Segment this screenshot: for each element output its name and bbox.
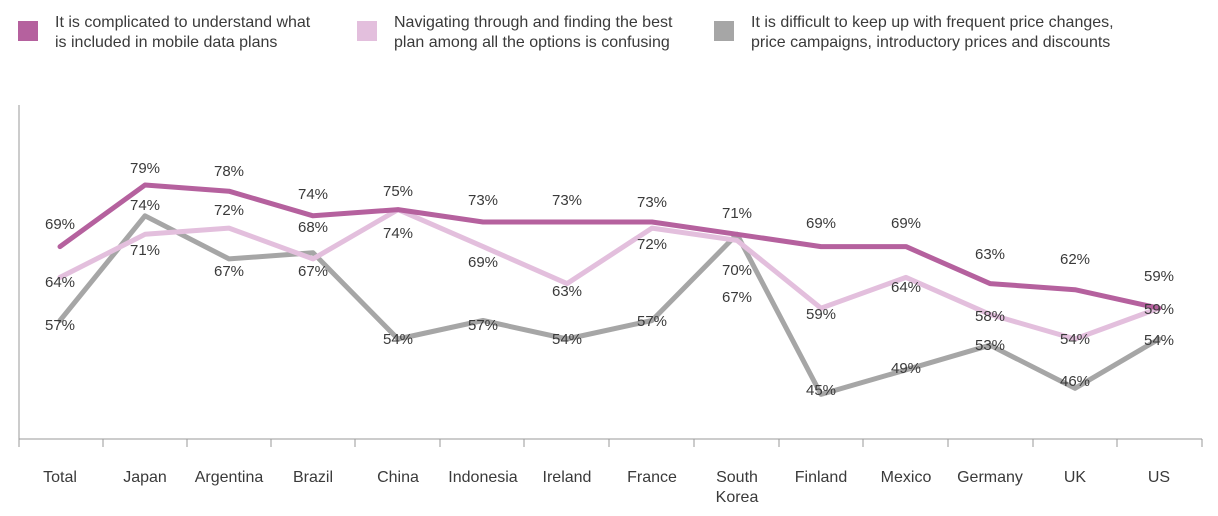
legend-label: It is difficult to keep up with frequent…: [751, 14, 1114, 31]
data-label: 54%: [552, 331, 582, 348]
legend-label: It is complicated to understand what: [55, 14, 311, 31]
x-tick-label: South: [716, 469, 758, 486]
x-tick-label: Germany: [957, 469, 1023, 486]
x-tick-label: Mexico: [881, 469, 932, 486]
legend-swatch: [714, 21, 734, 41]
legend-label: Navigating through and finding the best: [394, 14, 673, 31]
data-label: 71%: [722, 205, 752, 222]
data-label: 54%: [1060, 331, 1090, 348]
data-label: 74%: [298, 186, 328, 203]
legend-label: price campaigns, introductory prices and…: [751, 34, 1110, 51]
legend-label: is included in mobile data plans: [55, 34, 277, 51]
data-label: 57%: [468, 317, 498, 334]
data-label: 49%: [891, 360, 921, 377]
legend-swatch: [18, 21, 38, 41]
data-label: 45%: [806, 382, 836, 399]
data-label: 73%: [637, 194, 667, 211]
series-line: [57, 213, 1162, 397]
data-label: 68%: [298, 219, 328, 236]
data-label: 72%: [637, 236, 667, 253]
data-label: 58%: [975, 308, 1005, 325]
data-label: 63%: [552, 283, 582, 300]
x-tick-label: France: [627, 469, 677, 486]
data-label: 70%: [722, 262, 752, 279]
x-tick-label: Brazil: [293, 469, 333, 486]
data-label: 71%: [130, 242, 160, 259]
data-label: 59%: [806, 306, 836, 323]
x-tick-label: Ireland: [543, 469, 592, 486]
data-label: 67%: [722, 289, 752, 306]
data-label: 73%: [468, 192, 498, 209]
data-label: 64%: [45, 274, 75, 291]
data-label: 54%: [383, 331, 413, 348]
data-label: 74%: [383, 225, 413, 242]
data-label: 62%: [1060, 251, 1090, 268]
legend-swatch: [357, 21, 377, 41]
data-label: 53%: [975, 337, 1005, 354]
data-label: 57%: [637, 313, 667, 330]
data-label: 69%: [806, 215, 836, 232]
data-label: 72%: [214, 202, 244, 219]
data-label: 59%: [1144, 268, 1174, 285]
data-label: 57%: [45, 317, 75, 334]
series-line: [57, 207, 1162, 342]
x-tick-label: China: [377, 469, 419, 486]
x-tick-label: US: [1148, 469, 1170, 486]
x-tick-label: Total: [43, 469, 77, 486]
data-label: 73%: [552, 192, 582, 209]
data-label: 64%: [891, 279, 921, 296]
data-label: 74%: [130, 197, 160, 214]
data-label: 63%: [975, 246, 1005, 263]
x-tick-label: Argentina: [195, 469, 264, 486]
data-label: 78%: [214, 163, 244, 180]
x-tick-label: Finland: [795, 469, 847, 486]
legend-label: plan among all the options is confusing: [394, 34, 670, 51]
data-label: 69%: [468, 254, 498, 271]
x-tick-label: Indonesia: [448, 469, 517, 486]
data-label: 69%: [891, 215, 921, 232]
x-tick-label: UK: [1064, 469, 1087, 486]
x-tick-label: Japan: [123, 469, 167, 486]
data-label: 75%: [383, 183, 413, 200]
data-label: 69%: [45, 216, 75, 233]
data-label: 67%: [214, 263, 244, 280]
data-label: 54%: [1144, 332, 1174, 349]
x-tick-label: Korea: [716, 489, 759, 506]
data-label: 59%: [1144, 301, 1174, 318]
series-line: [57, 182, 1162, 311]
data-label: 67%: [298, 263, 328, 280]
data-label: 79%: [130, 160, 160, 177]
data-label: 46%: [1060, 373, 1090, 390]
